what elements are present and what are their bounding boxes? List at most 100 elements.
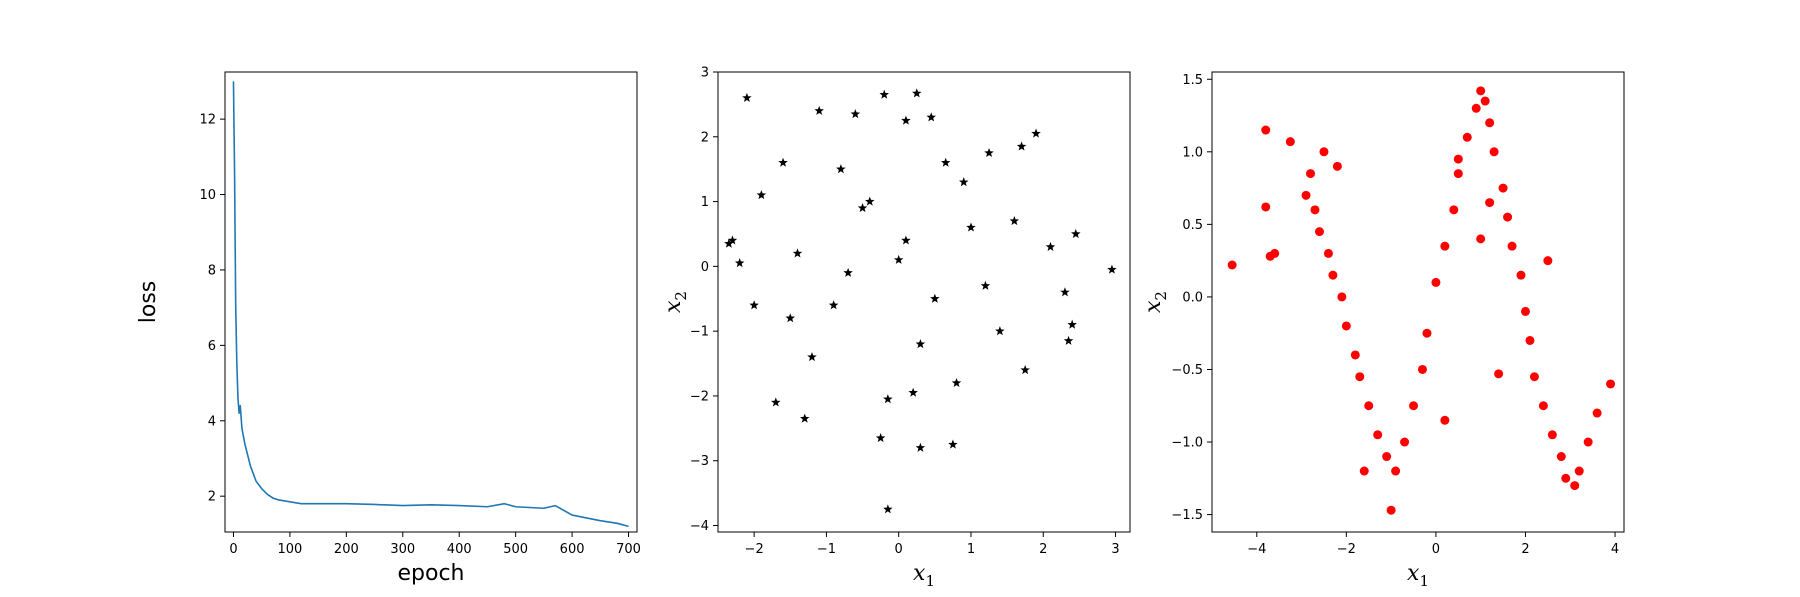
scatter-point <box>1332 161 1342 171</box>
x-tick-label: 400 <box>447 542 472 557</box>
scatter-point <box>807 352 817 362</box>
scatter-point <box>749 300 759 310</box>
scatter-point <box>1583 437 1593 447</box>
scatter-point <box>1417 364 1427 374</box>
scatter-point <box>1285 137 1295 147</box>
scatter-point <box>1261 125 1271 135</box>
scatter-point <box>1453 169 1463 179</box>
y-axis-label: x2 <box>661 291 690 313</box>
scatter-point <box>1547 430 1557 440</box>
scatter-point <box>1227 260 1237 270</box>
scatter-point <box>1485 118 1495 128</box>
scatter-point <box>1422 328 1432 338</box>
scatter-point <box>883 504 893 514</box>
scatter-point <box>1529 372 1539 382</box>
scatter-point <box>1319 147 1329 157</box>
scatter-point <box>1556 452 1566 462</box>
scatter-point <box>908 387 918 397</box>
y-tick-label: 2 <box>701 130 709 145</box>
x-tick-label: 2 <box>1039 542 1047 557</box>
x-tick-label: 0 <box>1432 542 1440 557</box>
scatter-point <box>1498 183 1508 193</box>
y-tick-label: −1.5 <box>1171 508 1203 523</box>
scatter-point <box>875 433 886 443</box>
scatter-point <box>1314 227 1324 237</box>
scatter-point <box>1261 202 1271 212</box>
y-tick-label: −1.0 <box>1171 436 1203 451</box>
y-axis-label-subscript: 2 <box>1152 291 1170 301</box>
scatter-point <box>1471 103 1481 113</box>
scatter-point <box>926 112 936 122</box>
scatter-point <box>915 339 926 349</box>
scatter-point <box>1570 481 1580 491</box>
y-tick-label: −0.5 <box>1171 363 1203 378</box>
scatter-point <box>1462 132 1472 142</box>
scatter-point <box>1341 321 1351 331</box>
y-tick-label: 1 <box>701 195 709 210</box>
scatter-point <box>1016 141 1027 151</box>
y-tick-label: −1 <box>690 325 709 340</box>
scatter-point <box>879 89 889 99</box>
scatter-point <box>1301 190 1311 200</box>
scatter-point <box>724 238 734 248</box>
scatter-point <box>1031 128 1041 138</box>
scatter-point <box>1355 372 1365 382</box>
scatter-point <box>984 147 994 158</box>
x-tick-label: 100 <box>277 542 302 557</box>
y-tick-label: 2 <box>208 490 216 505</box>
y-tick-label: 12 <box>199 113 216 128</box>
scatter-point <box>865 196 875 206</box>
scatter-point <box>799 413 810 423</box>
y-axis-label: loss <box>136 281 161 324</box>
scatter-point <box>1480 96 1490 106</box>
scatter-point <box>1431 277 1441 287</box>
x-tick-label: 4 <box>1611 542 1619 557</box>
y-tick-label: 8 <box>208 263 216 278</box>
scatter-point <box>1310 205 1320 215</box>
scatter-point <box>1494 369 1504 379</box>
scatter-point <box>948 439 958 449</box>
scatter-point <box>1045 241 1056 251</box>
x-tick-label: 700 <box>616 542 641 557</box>
y-tick-label: 0.0 <box>1182 290 1203 305</box>
scatter-point <box>778 157 788 167</box>
scatter-point <box>1476 86 1486 96</box>
scatter-point <box>940 157 951 167</box>
x-tick-label: 1 <box>967 542 975 557</box>
axes-frame <box>224 71 638 533</box>
x-tick-label: 200 <box>334 542 359 557</box>
scatter-point <box>912 88 922 98</box>
scatter-point <box>1107 264 1117 274</box>
scatter-point <box>1409 401 1419 411</box>
x-tick-label: 3 <box>1111 542 1119 557</box>
scatter-point <box>1323 248 1333 258</box>
scatter-point <box>1391 466 1401 476</box>
scatter-point <box>959 177 969 187</box>
scatter-point <box>1449 205 1459 215</box>
scatter-point <box>1306 169 1316 179</box>
scatter-point <box>1592 408 1602 418</box>
scatter-point <box>850 109 861 119</box>
scatter-point <box>930 293 940 303</box>
x-tick-label: 300 <box>390 542 415 557</box>
scatter-point <box>727 235 738 245</box>
scatter-point <box>893 254 904 264</box>
y-tick-label: −3 <box>690 454 709 469</box>
x-axis-label: epoch <box>398 561 465 586</box>
scatter-point <box>814 105 824 115</box>
y-tick-label: 10 <box>199 188 216 203</box>
x-axis-label-subscript: 1 <box>925 572 935 590</box>
y-tick-label: 6 <box>208 339 216 354</box>
scatter-point <box>742 92 752 102</box>
scatter-point <box>836 164 846 174</box>
y-tick-label: 4 <box>208 414 216 429</box>
scatter-point <box>995 326 1005 336</box>
scatter-point <box>1265 251 1275 261</box>
scatter-point <box>1485 198 1495 208</box>
x-tick-label: 600 <box>560 542 585 557</box>
scatter-point <box>792 248 803 258</box>
y-tick-label: 1.5 <box>1182 73 1203 88</box>
moons-scatter-panel: −4 −2 0 2 4 −1.5 −1.0 −0.5 0.0 0.5 1.0 1.5 x1 x2 <box>1141 71 1625 590</box>
scatter-point <box>1453 154 1463 164</box>
y-axis-label: x2 <box>1141 291 1170 313</box>
